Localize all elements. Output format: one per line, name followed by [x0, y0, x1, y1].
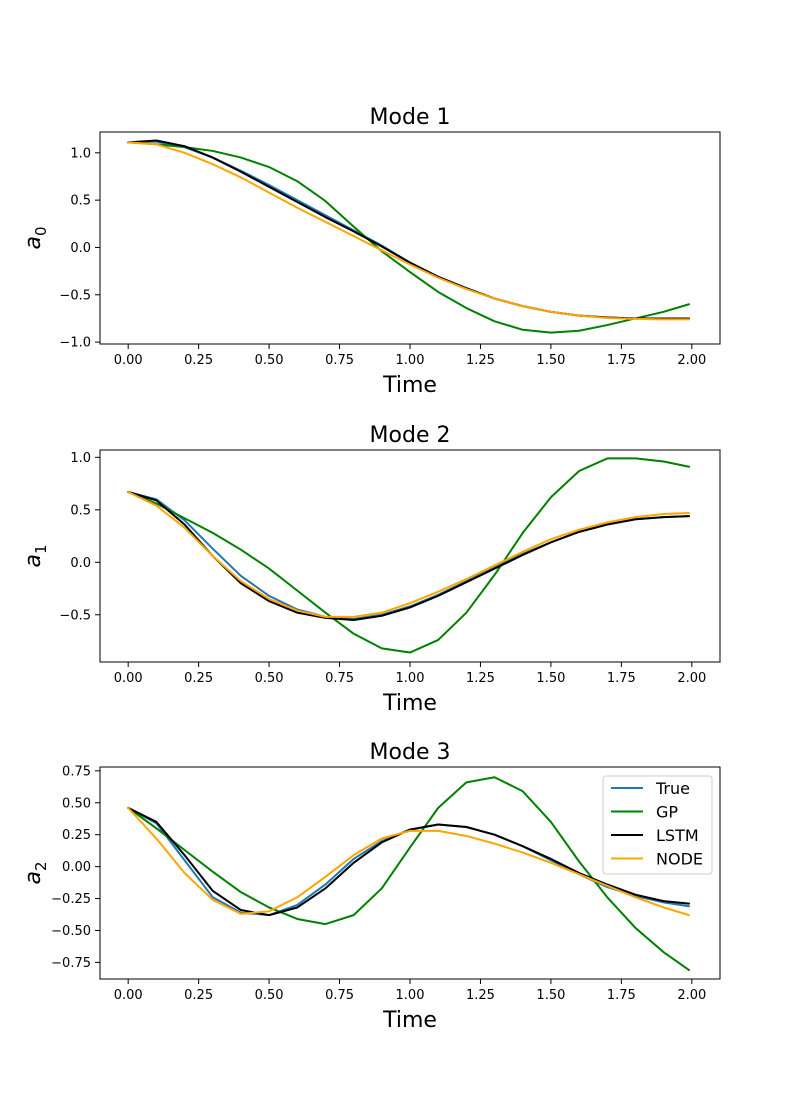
legend-label-node: NODE [656, 850, 703, 869]
chart-title: Mode 2 [370, 423, 451, 448]
series-line-gp [127, 776, 690, 972]
series-line-true [127, 140, 690, 320]
legend: True GP LSTM NODE [602, 775, 713, 875]
series-line-node [127, 806, 690, 917]
series-line-lstm [127, 139, 690, 320]
series-line-node [127, 490, 690, 618]
plot-frame [99, 131, 721, 345]
y-axis-label-subscript: 1 [32, 544, 50, 554]
x-tick-label: 0.75 [325, 353, 354, 368]
y-axis-label-subscript: 2 [32, 861, 50, 871]
chart-panel-3: 0.00 0.25 0.50 0.75 1.00 1.25 1.50 1.75 2.00 0.75… [21, 740, 721, 1033]
series-line-lstm [127, 806, 690, 917]
x-tick-label: 0.50 [255, 671, 284, 686]
x-tick-label: 1.50 [536, 671, 565, 686]
y-tick-label: 0.75 [62, 764, 91, 779]
x-tick-label: 0.75 [325, 671, 354, 686]
x-tick-label: 1.25 [466, 988, 495, 1003]
series-line-node [127, 141, 690, 321]
x-tick-label: 1.50 [536, 988, 565, 1003]
x-axis-label: Time [382, 1008, 437, 1033]
x-tick-label: 1.00 [396, 353, 425, 368]
x-axis-label: Time [382, 691, 437, 716]
legend-box [602, 775, 713, 875]
x-tick-label: 0.25 [184, 353, 213, 368]
x-tick-label: 1.25 [466, 671, 495, 686]
y-tick-label: −0.50 [51, 924, 91, 939]
y-axis-label: a2 [21, 861, 50, 884]
y-tick-label: 0.0 [70, 241, 91, 256]
y-axis-label-base: a [21, 236, 46, 249]
y-tick-label: 0.5 [70, 194, 91, 209]
y-tick-label: 1.0 [70, 146, 91, 161]
legend-label-true: True [655, 779, 690, 798]
y-axis-label-subscript: 0 [32, 226, 50, 236]
y-tick-label: −0.5 [59, 288, 91, 303]
chart-panel-1: 0.00 0.25 0.50 0.75 1.00 1.25 1.50 1.75 2.001.00… [21, 105, 721, 398]
x-tick-label: 1.00 [396, 671, 425, 686]
x-tick-label: 0.00 [114, 988, 143, 1003]
x-tick-label: 1.75 [607, 671, 636, 686]
x-tick-label: 1.75 [607, 353, 636, 368]
x-tick-label: 2.00 [677, 671, 706, 686]
y-tick-label: 0.0 [70, 556, 91, 571]
x-tick-label: 0.00 [114, 671, 143, 686]
y-tick-label: −0.5 [59, 608, 91, 623]
x-tick-label: 2.00 [677, 353, 706, 368]
chart-title: Mode 1 [370, 105, 451, 130]
y-tick-label: −1.0 [59, 336, 91, 351]
chart-title: Mode 3 [370, 740, 451, 765]
x-tick-label: 0.25 [184, 671, 213, 686]
y-axis-label: a1 [21, 544, 50, 567]
x-axis-label: Time [382, 373, 437, 398]
x-tick-label: 1.25 [466, 353, 495, 368]
x-tick-label: 0.75 [325, 988, 354, 1003]
x-tick-label: 0.00 [114, 353, 143, 368]
x-tick-label: 0.25 [184, 988, 213, 1003]
y-axis-label-base: a [21, 871, 46, 884]
y-axis-label-base: a [21, 554, 46, 567]
x-tick-label: 1.50 [536, 353, 565, 368]
y-tick-label: 0.25 [62, 828, 91, 843]
x-tick-label: 0.50 [255, 353, 284, 368]
x-tick-label: 0.50 [255, 988, 284, 1003]
legend-label-lstm: LSTM [656, 826, 699, 845]
series-line-gp [127, 141, 690, 334]
x-tick-label: 2.00 [677, 988, 706, 1003]
y-tick-label: 0.5 [70, 503, 91, 518]
y-tick-label: −0.25 [51, 892, 91, 907]
plot-frame [99, 449, 721, 663]
series-line-gp [127, 457, 690, 654]
x-tick-label: 1.75 [607, 988, 636, 1003]
legend-label-gp: GP [656, 803, 678, 822]
y-tick-label: −0.75 [51, 956, 91, 971]
x-tick-label: 1.00 [396, 988, 425, 1003]
y-tick-label: 0.50 [62, 796, 91, 811]
y-tick-label: 1.0 [70, 451, 91, 466]
chart-panel-2: 0.00 0.25 0.50 0.75 1.00 1.25 1.50 1.75 2.00 1.0 0… [21, 423, 721, 716]
y-axis-label: a0 [21, 226, 50, 249]
y-tick-label: 0.00 [62, 860, 91, 875]
